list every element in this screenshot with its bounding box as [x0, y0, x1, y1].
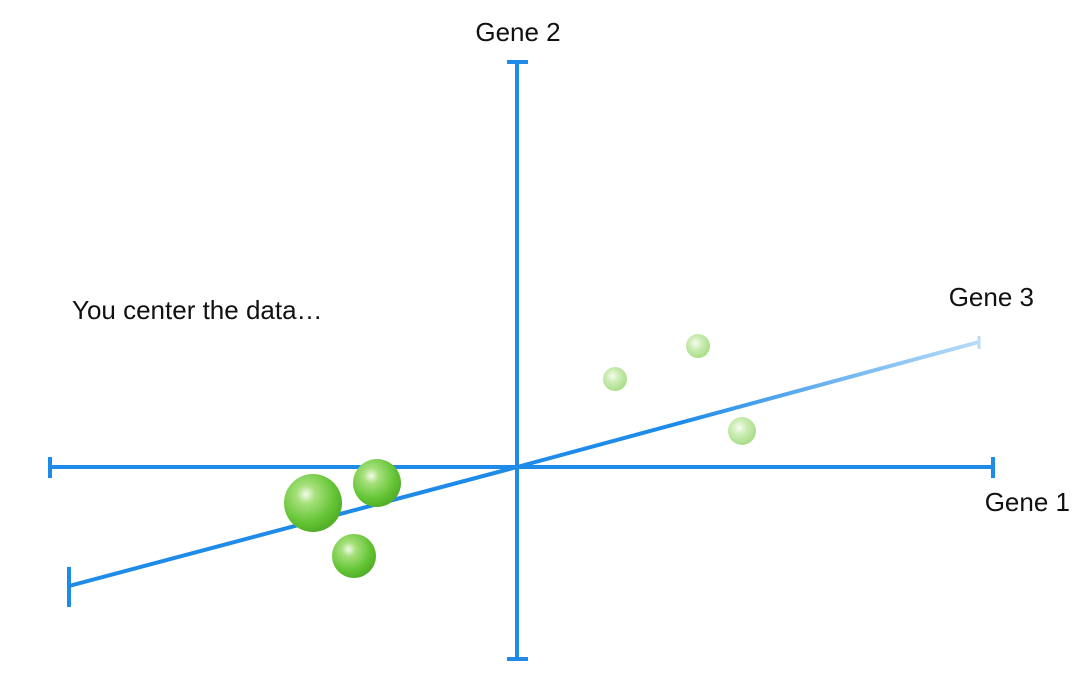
gene2-label: Gene 2 — [475, 17, 560, 47]
caption-text: You center the data… — [72, 295, 323, 325]
gene2-axis — [507, 60, 528, 661]
gene3-label: Gene 3 — [949, 282, 1034, 312]
data-point-far-2 — [603, 367, 627, 391]
data-point-far-3 — [728, 417, 756, 445]
data-point-far-1 — [686, 334, 710, 358]
gene1-label: Gene 1 — [985, 487, 1070, 517]
data-point-near-1 — [353, 459, 401, 507]
gene3-axis — [67, 336, 981, 607]
data-point-near-2 — [284, 474, 342, 532]
data-point-near-3 — [332, 534, 376, 578]
